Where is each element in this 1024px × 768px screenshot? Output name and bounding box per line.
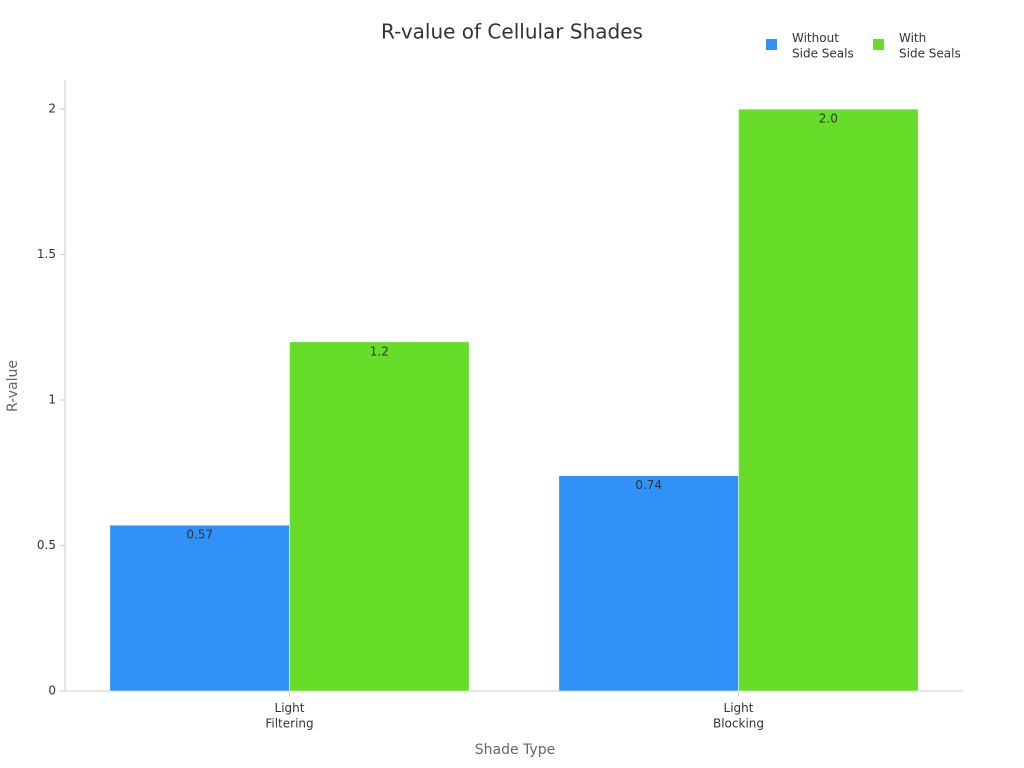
chart-title: R-value of Cellular Shades	[381, 20, 643, 44]
value-label: 0.57	[186, 528, 213, 542]
legend-label: With Side Seals	[899, 31, 961, 61]
x-axis-label: Shade Type	[475, 742, 555, 758]
bar	[738, 108, 919, 692]
y-tick-label: 1	[48, 393, 56, 407]
x-tick-label: Light Filtering	[265, 701, 313, 731]
value-label: 1.2	[370, 344, 389, 358]
x-tick-label: Light Blocking	[713, 701, 764, 731]
bar	[558, 475, 739, 692]
y-tick-label: 1.5	[37, 247, 56, 261]
y-tick-label: 2	[48, 102, 56, 116]
bar	[109, 524, 290, 692]
value-label: 2.0	[819, 112, 838, 126]
legend-swatch	[873, 39, 884, 50]
legend-swatch	[766, 39, 777, 50]
legend-label: Without Side Seals	[792, 31, 854, 61]
y-axis-label: R-value	[5, 360, 21, 412]
value-label: 0.74	[635, 478, 662, 492]
bar	[289, 341, 470, 692]
y-tick-label: 0	[48, 684, 56, 698]
y-tick-label: 0.5	[37, 538, 56, 552]
